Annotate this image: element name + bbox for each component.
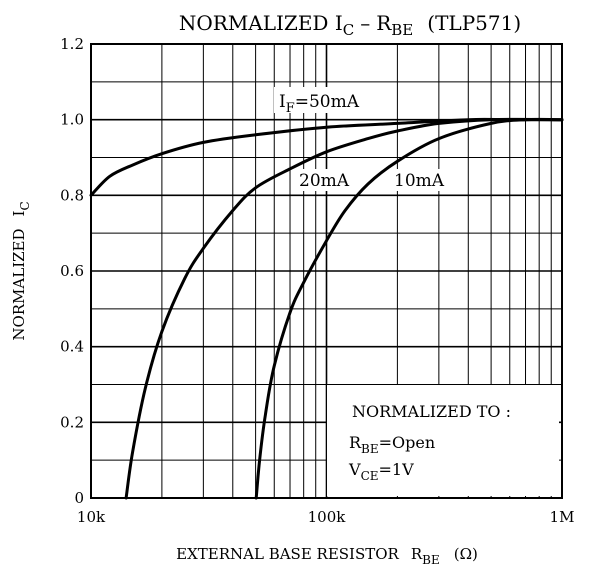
series-line-20ma bbox=[124, 117, 564, 500]
series-label-50ma: IF=50mA bbox=[279, 92, 360, 116]
annotation-line3: VCE=1V bbox=[348, 460, 414, 483]
label-50ma-bg bbox=[274, 87, 388, 113]
series-label-20ma: 20mA bbox=[299, 171, 350, 191]
y-tick-label: 0 bbox=[74, 489, 84, 507]
y-tick-label: 0.8 bbox=[60, 186, 84, 204]
tick-layer: 10k 100k 1M 0 0.2 0.4 0.6 0.8 1.0 1.2 bbox=[60, 35, 574, 526]
x-axis-label: EXTERNAL BASE RESISTOR RBE (Ω) bbox=[176, 545, 478, 567]
y-tick-label: 0.4 bbox=[60, 338, 84, 356]
x-tick-label: 100k bbox=[308, 508, 347, 526]
series-line-10ma bbox=[254, 117, 564, 500]
plot-frame bbox=[90, 43, 563, 499]
series-layer bbox=[89, 117, 564, 500]
y-tick-label: 1.0 bbox=[60, 111, 84, 129]
series-label-10ma: 10mA bbox=[394, 171, 445, 191]
label-10ma-bg bbox=[391, 169, 449, 191]
y-tick-label: 0.2 bbox=[60, 413, 84, 431]
y-tick-label: 1.2 bbox=[60, 35, 84, 53]
annotation-line2: RBE=Open bbox=[349, 433, 435, 456]
y-tick-label: 0.6 bbox=[60, 262, 84, 280]
label-20ma-bg bbox=[296, 169, 354, 191]
annotation-box bbox=[327, 385, 559, 496]
chart-title: NORMALIZED IC – RBE (TLP571) bbox=[179, 11, 521, 39]
x-tick-label: 10k bbox=[77, 508, 106, 526]
y-axis-label: NORMALIZEDIC bbox=[10, 201, 32, 340]
annotation-line1: NORMALIZED TO : bbox=[352, 402, 511, 421]
x-tick-label: 1M bbox=[550, 508, 575, 526]
